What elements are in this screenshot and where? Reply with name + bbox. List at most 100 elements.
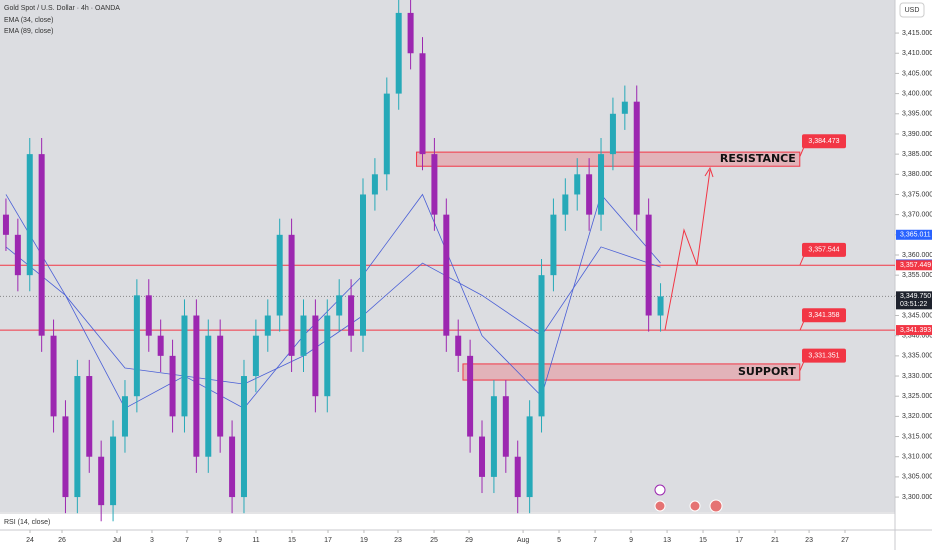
x-tick-label: 29 (465, 537, 473, 544)
candle-body (300, 315, 307, 356)
candle-body (371, 174, 378, 195)
candle-body (312, 315, 319, 397)
y-tick-label: 3,325.000 (902, 393, 932, 400)
y-tick-label: 3,390.000 (902, 131, 932, 138)
y-tick-label: 3,370.000 (902, 211, 932, 218)
indicator-label: EMA (34, close) (4, 17, 53, 24)
x-tick-label: 17 (324, 537, 332, 544)
candle-body (264, 315, 271, 336)
x-tick-label: 13 (663, 537, 671, 544)
last-price-label: 3,349.750 (900, 293, 931, 300)
projection-arrow (664, 169, 711, 331)
candle-body (121, 396, 128, 437)
x-tick-label: 25 (430, 537, 438, 544)
level-label: 3,357.544 (808, 247, 839, 254)
flag-icon[interactable] (654, 500, 666, 512)
candle-body (586, 174, 593, 215)
y-tick-label: 3,360.000 (902, 252, 932, 259)
price-badge (896, 229, 932, 240)
level-badge (802, 348, 846, 363)
candle-body (252, 335, 259, 377)
candle-body (633, 101, 640, 215)
candle-body (383, 93, 390, 175)
price-badge-label: 3,357.449 (900, 262, 931, 269)
rsi-label: RSI (14, close) (4, 519, 50, 526)
x-tick-label: 5 (557, 537, 561, 544)
zone-label: RESISTANCE (720, 152, 796, 165)
candle-body (574, 174, 581, 195)
y-tick-label: 3,305.000 (902, 474, 932, 481)
candle-body (514, 456, 521, 498)
candle-body (217, 335, 224, 437)
indicator-label: EMA (89, close) (4, 28, 53, 35)
x-tick-label: 9 (218, 537, 222, 544)
level-badge (802, 308, 846, 323)
flag-icon[interactable] (709, 499, 723, 513)
x-tick-label: 17 (735, 537, 743, 544)
candle-body (431, 154, 438, 215)
y-tick-label: 3,395.000 (902, 111, 932, 118)
y-tick-label: 3,400.000 (902, 90, 932, 97)
candle-body (419, 53, 426, 155)
x-tick-label: Aug (517, 537, 530, 544)
candle-body (467, 355, 474, 437)
y-tick-label: 3,340.000 (902, 333, 932, 340)
level-label: 3,384.473 (808, 138, 839, 145)
x-tick-label: 19 (360, 537, 368, 544)
level-badge (802, 242, 846, 257)
candle-body (490, 396, 497, 477)
candle-body (62, 416, 69, 498)
currency-label[interactable]: USD (905, 7, 920, 14)
candle-body (14, 234, 21, 276)
candle-body (348, 295, 355, 336)
x-tick-label: 15 (288, 537, 296, 544)
flag-icon[interactable] (689, 500, 701, 512)
y-tick-label: 3,315.000 (902, 433, 932, 440)
y-tick-label: 3,380.000 (902, 171, 932, 178)
x-tick-label: 15 (699, 537, 707, 544)
event-icon[interactable] (654, 484, 666, 496)
candle-body (98, 456, 105, 506)
candle-body (621, 101, 628, 114)
currency-button[interactable] (899, 2, 925, 18)
y-tick-label: 3,355.000 (902, 272, 932, 279)
candle-body (26, 154, 33, 276)
y-tick-label: 3,415.000 (902, 30, 932, 37)
candle-body (455, 335, 462, 356)
x-tick-label: 24 (26, 537, 34, 544)
level-badge (802, 134, 846, 149)
ema-line (5, 193, 661, 409)
price-badge-label: 3,341.393 (900, 327, 931, 334)
x-tick-label: 7 (185, 537, 189, 544)
candle-body (86, 376, 93, 457)
candle-body (443, 214, 450, 336)
x-tick-label: 3 (150, 537, 154, 544)
x-tick-label: 11 (252, 537, 259, 544)
candle-body (479, 436, 486, 477)
candle-body (526, 416, 533, 498)
symbol-title: Gold Spot / U.S. Dollar · 4h · OANDA (4, 5, 120, 12)
ema-line (5, 246, 661, 385)
price-badge (896, 260, 932, 271)
candle-body (240, 376, 247, 498)
candle-body (657, 296, 664, 316)
candle-body (110, 436, 117, 506)
candle-body (205, 335, 212, 457)
candle-body (502, 396, 509, 457)
candle-body (229, 436, 236, 498)
y-tick-label: 3,410.000 (902, 50, 932, 57)
candle-body (133, 295, 140, 397)
y-tick-label: 3,405.000 (902, 70, 932, 77)
y-tick-label: 3,300.000 (902, 494, 932, 501)
candle-body (324, 315, 331, 397)
candle-body (407, 12, 414, 54)
candle-body (550, 214, 557, 276)
x-tick-label: 7 (593, 537, 597, 544)
x-tick-label: 27 (841, 537, 849, 544)
y-tick-label: 3,320.000 (902, 413, 932, 420)
y-tick-label: 3,335.000 (902, 353, 932, 360)
y-tick-label: 3,385.000 (902, 151, 932, 158)
candle-body (276, 234, 283, 316)
candle-body (74, 376, 81, 498)
y-tick-label: 3,375.000 (902, 191, 932, 198)
